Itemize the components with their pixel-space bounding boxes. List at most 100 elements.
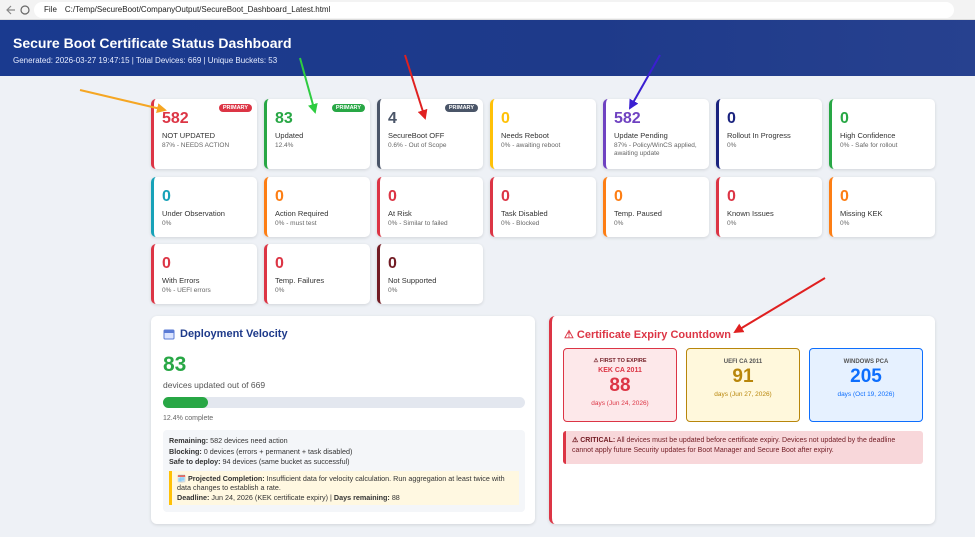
card-sub: 0% bbox=[840, 220, 850, 227]
card-badge: PRIMARY bbox=[444, 104, 478, 112]
card-label: Updated bbox=[275, 131, 304, 140]
projection-text: Insufficient data for velocity calculati… bbox=[177, 473, 505, 493]
critical-label: ⚠ CRITICAL: bbox=[572, 437, 616, 444]
detail-label: Blocking: bbox=[169, 446, 202, 456]
card-value: 0 bbox=[840, 110, 849, 127]
progress-fill bbox=[163, 397, 208, 408]
card-value: 0 bbox=[840, 188, 849, 205]
stat-card: 0 Missing KEK 0% bbox=[829, 177, 935, 237]
cert-days: 205 bbox=[850, 366, 882, 387]
progress-label: 12.4% complete bbox=[163, 415, 214, 422]
card-sub: 12.4% bbox=[275, 142, 294, 149]
stat-card: 0 At Risk 0% - Similar to failed bbox=[377, 177, 483, 237]
stat-card: 0 With Errors 0% - UEFI errors bbox=[151, 244, 257, 304]
stat-card: 582 NOT UPDATED 87% - NEEDS ACTION PRIMARY bbox=[151, 99, 257, 169]
cert-date: days (Jun 27, 2026) bbox=[714, 391, 772, 398]
calendar-icon bbox=[163, 329, 175, 340]
card-label: Known Issues bbox=[727, 209, 774, 218]
card-label: With Errors bbox=[162, 276, 200, 285]
card-sub: 0.6% - Out of Scope bbox=[388, 142, 447, 149]
subtitle: Generated: 2026-03-27 19:47:15 | Total D… bbox=[13, 56, 278, 65]
critical-text: All devices must be updated before certi… bbox=[572, 437, 896, 454]
days-label: Days remaining: bbox=[333, 492, 390, 502]
panel-title: ⚠ Certificate Expiry Countdown bbox=[564, 329, 731, 341]
stat-card: 0 Rollout In Progress 0% bbox=[716, 99, 822, 169]
expiry-panel: ⚠ Certificate Expiry Countdown ⚠ FIRST T… bbox=[549, 316, 935, 524]
card-sub: 0% bbox=[388, 287, 398, 294]
card-label: Under Observation bbox=[162, 209, 225, 218]
card-badge: PRIMARY bbox=[218, 104, 252, 112]
cert-name: UEFI CA 2011 bbox=[723, 359, 763, 365]
browser-bar: File C:/Temp/SecureBoot/CompanyOutput/Sec… bbox=[0, 0, 975, 20]
card-sub: 0% - Blocked bbox=[501, 220, 540, 227]
card-value: 0 bbox=[388, 188, 397, 205]
card-sub: 0% bbox=[727, 142, 737, 149]
stat-card: 0 Under Observation 0% bbox=[151, 177, 257, 237]
card-label: Temp. Paused bbox=[614, 209, 662, 218]
card-value: 0 bbox=[275, 255, 284, 272]
address-bar[interactable]: File C:/Temp/SecureBoot/CompanyOutput/Sec… bbox=[34, 2, 954, 18]
card-label: Task Disabled bbox=[501, 209, 548, 218]
card-value: 83 bbox=[275, 110, 293, 127]
card-sub: 0% bbox=[614, 220, 624, 227]
velocity-panel: Deployment Velocity 83 devices updated o… bbox=[151, 316, 535, 524]
detail-label: Safe to deploy: bbox=[169, 457, 221, 466]
card-label: Not Supported bbox=[388, 276, 437, 285]
nav-icons bbox=[6, 5, 30, 15]
cert-name: WINDOWS PCA bbox=[843, 359, 889, 365]
card-value: 0 bbox=[388, 255, 397, 272]
cert-days: 91 bbox=[732, 366, 754, 387]
panel-title: Deployment Velocity bbox=[180, 328, 288, 340]
days: 88 bbox=[391, 492, 400, 502]
stat-card: 582 Update Pending 87% - Policy/WinCS appl… bbox=[603, 99, 709, 169]
progress-track bbox=[163, 397, 525, 408]
card-label: Missing KEK bbox=[840, 209, 883, 218]
card-sub: 0% - awaiting reboot bbox=[501, 142, 561, 149]
stat-card: 0 Action Required 0% - must test bbox=[264, 177, 370, 237]
card-sub: 0% bbox=[162, 220, 172, 227]
projection-box: 🗓️ Projected Completion: Insufficient da… bbox=[169, 470, 519, 505]
detail-row: Blocking: 0 devices (errors + permanent … bbox=[169, 447, 519, 458]
card-label: Rollout In Progress bbox=[727, 131, 791, 140]
card-value: 0 bbox=[162, 188, 171, 205]
detail-text: 94 devices (same bucket as successful) bbox=[222, 457, 350, 466]
detail-text: 582 devices need action bbox=[210, 436, 288, 445]
detail-text: 0 devices (errors + permanent + task dis… bbox=[203, 446, 353, 456]
card-sub: 0% - Safe for rollout bbox=[840, 142, 898, 149]
card-sub: 0% bbox=[275, 287, 285, 294]
card-value: 582 bbox=[614, 110, 641, 127]
critical-box: ⚠ CRITICAL: All devices must be updated … bbox=[563, 431, 923, 464]
card-value: 0 bbox=[501, 110, 510, 127]
card-sub: 0% - must test bbox=[275, 220, 317, 227]
cert-days: 88 bbox=[609, 375, 631, 396]
stat-card: 0 Needs Reboot 0% - awaiting reboot bbox=[490, 99, 596, 169]
stat-card: 0 Task Disabled 0% - Blocked bbox=[490, 177, 596, 237]
card-value: 4 bbox=[388, 110, 397, 127]
card-label: High Confidence bbox=[840, 131, 896, 140]
stat-card: 0 High Confidence 0% - Safe for rollout bbox=[829, 99, 935, 169]
cert-box: UEFI CA 2011 91 days (Jun 27, 2026) bbox=[686, 348, 800, 422]
cert-box: ⚠ FIRST TO EXPIRE KEK CA 2011 88 days (Jun … bbox=[563, 348, 677, 422]
card-value: 0 bbox=[501, 188, 510, 205]
cert-date: days (Jun 24, 2026) bbox=[591, 400, 649, 407]
details-box: Remaining: 582 devices need action Blocki… bbox=[163, 430, 525, 512]
card-label: Update Pending bbox=[614, 131, 668, 140]
stat-card: 83 Updated 12.4% PRIMARY bbox=[264, 99, 370, 169]
card-value: 0 bbox=[727, 110, 736, 127]
icon: 🗓️ bbox=[177, 473, 188, 483]
card-badge: PRIMARY bbox=[331, 104, 365, 112]
detail-row: Remaining: 582 devices need action bbox=[169, 436, 519, 447]
deadline: Jun 24, 2026 (KEK certificate expiry) | bbox=[211, 492, 332, 502]
detail-label: Remaining: bbox=[169, 436, 209, 445]
card-value: 0 bbox=[614, 188, 623, 205]
card-sub: 0% bbox=[727, 220, 737, 227]
velocity-caption: devices updated out of 669 bbox=[163, 380, 266, 390]
deadline-label: Deadline: bbox=[177, 492, 210, 502]
cert-tag: ⚠ FIRST TO EXPIRE bbox=[593, 358, 647, 364]
card-label: At Risk bbox=[388, 209, 412, 218]
card-label: Temp. Failures bbox=[275, 276, 325, 285]
card-value: 0 bbox=[162, 255, 171, 272]
card-value: 582 bbox=[162, 110, 189, 127]
